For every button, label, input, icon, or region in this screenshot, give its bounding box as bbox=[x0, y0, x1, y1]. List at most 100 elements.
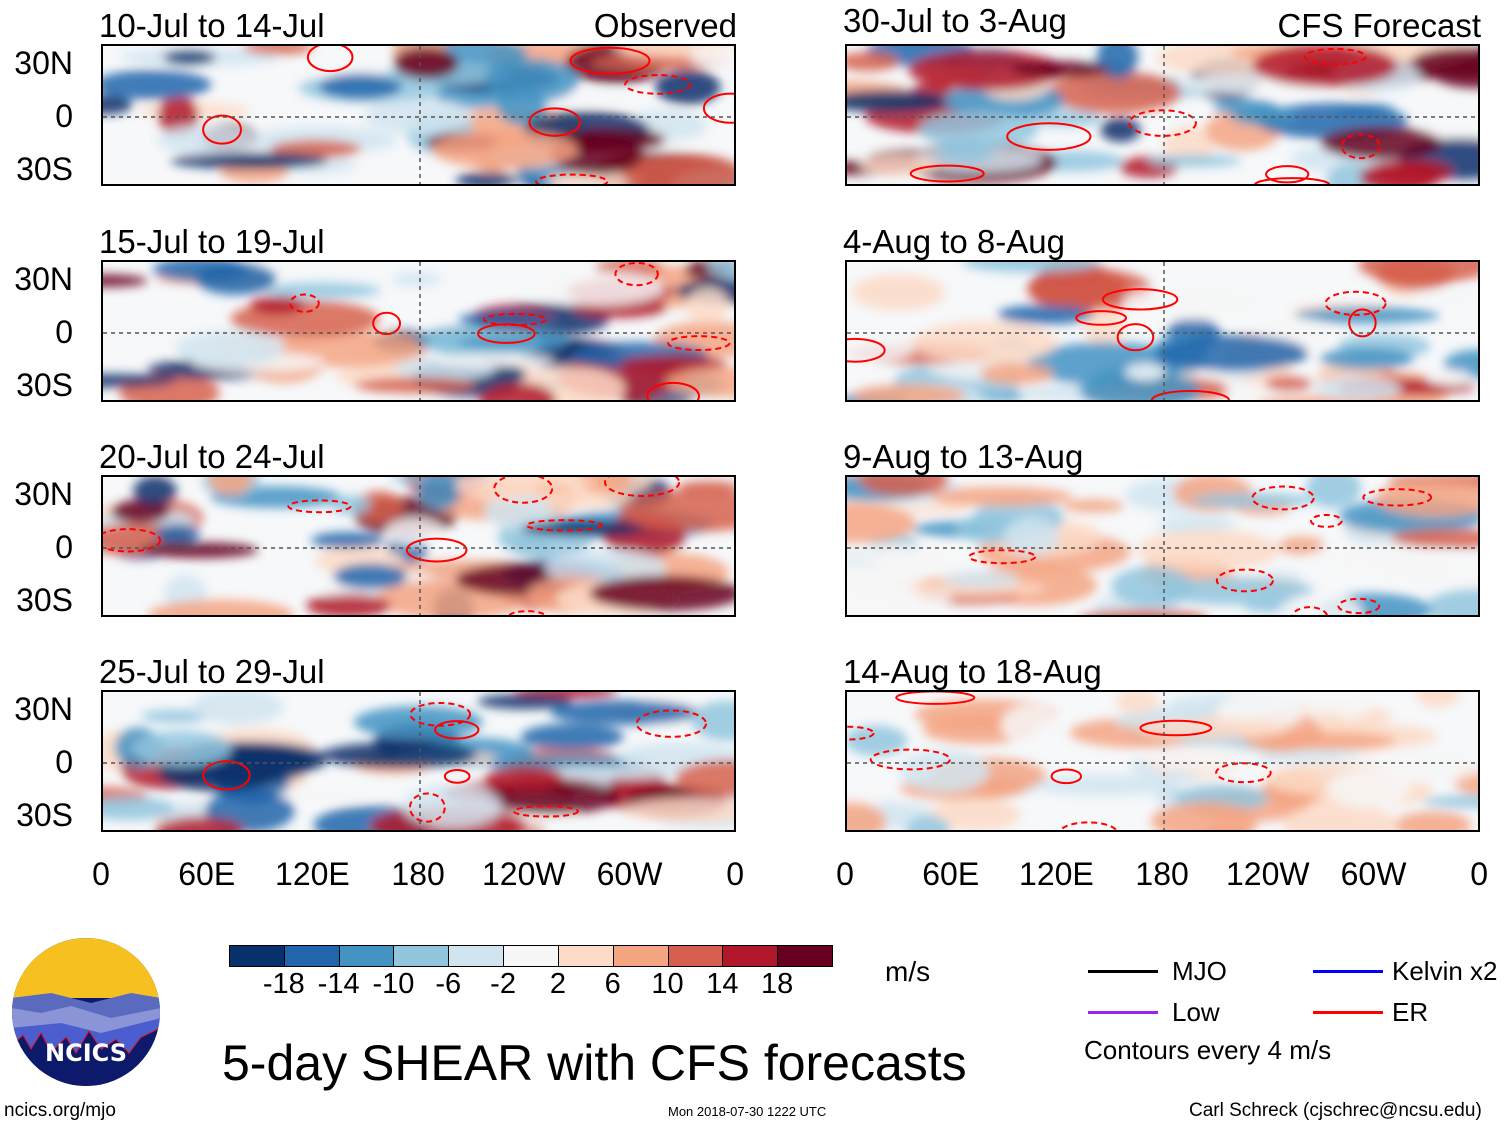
shear-anomaly-blob bbox=[1122, 285, 1264, 320]
shear-anomaly-blob bbox=[477, 693, 573, 710]
shear-anomaly-blob bbox=[1264, 375, 1313, 392]
shear-anomaly-blob bbox=[524, 765, 682, 780]
colorbar-swatch bbox=[557, 945, 614, 967]
er-contour bbox=[1254, 177, 1331, 184]
longitude-label: 120W bbox=[482, 856, 566, 892]
shear-anomaly-blob bbox=[1295, 307, 1440, 324]
panel-title: 25-Jul to 29-Jul bbox=[99, 653, 325, 690]
shear-anomaly-blob bbox=[402, 784, 502, 828]
legend-line-low bbox=[1088, 1011, 1158, 1014]
latitude-label: 30N bbox=[14, 476, 73, 512]
shear-anomaly-blob bbox=[979, 362, 1054, 385]
shear-map-panel bbox=[101, 260, 736, 402]
shear-anomaly-blob bbox=[937, 136, 994, 164]
colorbar-swatch bbox=[612, 945, 669, 967]
shear-anomaly-blob bbox=[1425, 588, 1478, 615]
shear-anomaly-blob bbox=[847, 725, 908, 756]
er-contour bbox=[535, 173, 609, 184]
colorbar-swatch bbox=[448, 945, 505, 967]
shear-anomaly-blob bbox=[620, 490, 734, 532]
er-contour bbox=[1309, 513, 1343, 528]
shear-anomaly-blob bbox=[330, 495, 372, 515]
shear-anomaly-blob bbox=[133, 477, 177, 507]
shear-anomaly-blob bbox=[479, 382, 556, 400]
shear-anomaly-blob bbox=[1320, 347, 1414, 370]
latitude-label: 0 bbox=[55, 314, 73, 350]
shear-anomaly-blob bbox=[908, 49, 1063, 91]
er-contour bbox=[409, 701, 472, 727]
er-contour bbox=[1128, 109, 1197, 137]
shear-anomaly-blob bbox=[162, 50, 216, 65]
er-contour bbox=[408, 792, 446, 823]
shear-anomaly-blob bbox=[320, 742, 478, 769]
er-contour bbox=[202, 114, 243, 145]
shear-anomaly-blob bbox=[1394, 811, 1472, 830]
shear-anomaly-blob bbox=[318, 73, 403, 100]
shear-anomaly-blob bbox=[708, 262, 734, 279]
latitude-label: 30N bbox=[14, 261, 73, 297]
shear-anomaly-blob bbox=[154, 523, 201, 545]
shear-anomaly-blob bbox=[1190, 492, 1314, 508]
shear-anomaly-blob bbox=[142, 542, 259, 559]
colorbar-tick-label: 14 bbox=[706, 968, 739, 1000]
shear-anomaly-blob bbox=[175, 330, 285, 367]
shear-anomaly-blob bbox=[1359, 160, 1440, 184]
shear-anomaly-blob bbox=[103, 69, 212, 100]
shear-anomaly-blob bbox=[455, 172, 519, 184]
er-contour bbox=[1050, 768, 1083, 785]
shear-anomaly-blob bbox=[912, 321, 1058, 364]
er-contour bbox=[493, 477, 554, 504]
longitude-label: 0 bbox=[92, 856, 110, 892]
er-contour bbox=[968, 549, 1037, 565]
colorbar-tick-label: 10 bbox=[651, 968, 684, 1000]
longitude-label: 60W bbox=[596, 856, 663, 892]
er-contour bbox=[372, 311, 402, 336]
colorbar-tick-label: -14 bbox=[317, 968, 360, 1000]
colorbar-tick-label: 2 bbox=[549, 968, 566, 1000]
er-contour bbox=[1215, 568, 1274, 593]
er-contour bbox=[1362, 488, 1433, 507]
er-contour bbox=[635, 709, 708, 738]
shear-anomaly-blob bbox=[665, 367, 734, 398]
longitude-label: 120E bbox=[1019, 856, 1094, 892]
shear-anomaly-blob bbox=[691, 700, 734, 741]
shear-anomaly-blob bbox=[147, 599, 295, 615]
shear-anomaly-blob bbox=[512, 535, 553, 552]
colorbar-tick-label: 6 bbox=[604, 968, 621, 1000]
shear-anomaly-blob bbox=[1000, 704, 1062, 745]
er-contour bbox=[1340, 133, 1381, 160]
er-contour bbox=[482, 312, 547, 326]
er-contour bbox=[287, 499, 352, 514]
shear-map-panel bbox=[845, 475, 1480, 617]
shear-anomaly-blob bbox=[157, 94, 199, 137]
er-contour bbox=[1116, 323, 1155, 352]
shear-anomaly-blob bbox=[905, 816, 951, 830]
er-contour bbox=[289, 293, 320, 313]
latitude-label: 0 bbox=[55, 98, 73, 134]
legend-line-er bbox=[1313, 1011, 1383, 1014]
shear-map-panel bbox=[845, 690, 1480, 832]
shear-anomaly-blob bbox=[623, 153, 734, 184]
shear-anomaly-blob bbox=[270, 139, 362, 159]
shear-anomaly-blob bbox=[170, 152, 328, 170]
shear-anomaly-blob bbox=[152, 262, 250, 282]
legend-label-er: ER bbox=[1392, 997, 1429, 1027]
shear-anomaly-blob bbox=[1027, 268, 1153, 312]
shear-anomaly-blob bbox=[1116, 692, 1160, 715]
shear-anomaly-blob bbox=[249, 295, 305, 315]
shear-anomaly-blob bbox=[997, 304, 1094, 325]
er-contour bbox=[702, 92, 734, 124]
shear-anomaly-blob bbox=[103, 274, 148, 288]
footer-url[interactable]: ncics.org/mjo bbox=[4, 1100, 116, 1121]
shear-anomaly-blob bbox=[1136, 529, 1281, 571]
shear-anomaly-blob bbox=[847, 334, 915, 363]
shear-anomaly-blob bbox=[1231, 105, 1298, 126]
shear-anomaly-blob bbox=[1391, 528, 1478, 549]
shear-anomaly-blob bbox=[354, 377, 477, 394]
shear-map-panel bbox=[845, 260, 1480, 402]
colorbar-swatch bbox=[338, 945, 395, 967]
forecast-label: CFS Forecast bbox=[1277, 7, 1481, 44]
shear-anomaly-blob bbox=[243, 46, 313, 55]
shear-anomaly-blob bbox=[1010, 61, 1109, 78]
er-contour bbox=[1150, 390, 1231, 400]
